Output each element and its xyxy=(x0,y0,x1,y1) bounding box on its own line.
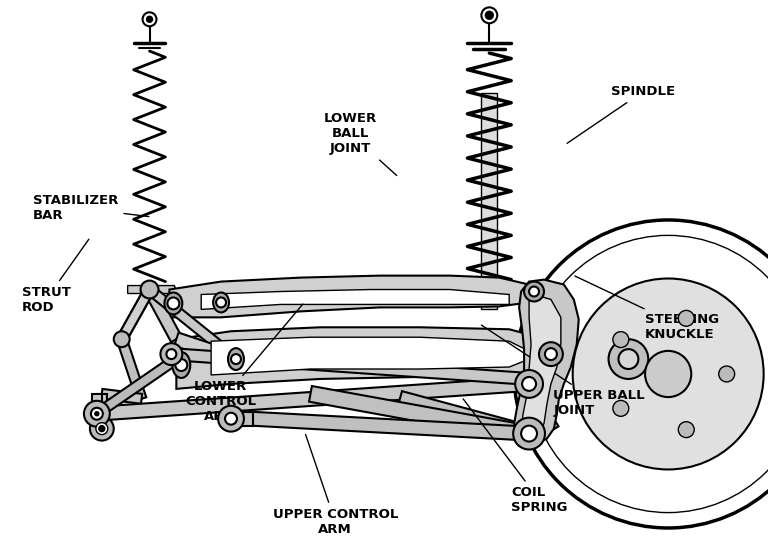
Circle shape xyxy=(218,406,244,432)
Polygon shape xyxy=(144,287,182,342)
Ellipse shape xyxy=(228,348,244,370)
Circle shape xyxy=(529,287,539,296)
Circle shape xyxy=(114,331,129,347)
Polygon shape xyxy=(176,328,554,389)
Polygon shape xyxy=(481,93,497,310)
Polygon shape xyxy=(128,286,177,294)
Circle shape xyxy=(481,7,497,23)
Text: STABILIZER
BAR: STABILIZER BAR xyxy=(33,193,149,222)
Circle shape xyxy=(613,332,629,348)
Polygon shape xyxy=(250,411,530,440)
Circle shape xyxy=(524,282,544,301)
Circle shape xyxy=(718,366,735,382)
Circle shape xyxy=(618,349,638,369)
Circle shape xyxy=(539,342,563,366)
Polygon shape xyxy=(521,294,561,435)
Circle shape xyxy=(216,298,226,307)
Circle shape xyxy=(513,417,545,450)
Circle shape xyxy=(176,359,187,371)
Text: STRUT
ROD: STRUT ROD xyxy=(22,239,89,314)
Polygon shape xyxy=(201,289,509,310)
Polygon shape xyxy=(174,332,238,366)
Circle shape xyxy=(90,417,114,440)
Polygon shape xyxy=(96,377,530,421)
Circle shape xyxy=(530,235,770,513)
Circle shape xyxy=(521,426,537,441)
Circle shape xyxy=(95,411,99,416)
Circle shape xyxy=(613,401,629,416)
Polygon shape xyxy=(92,394,102,419)
Circle shape xyxy=(573,278,764,469)
Polygon shape xyxy=(117,338,146,401)
Circle shape xyxy=(645,351,691,397)
Circle shape xyxy=(160,343,182,365)
Circle shape xyxy=(96,423,108,434)
Circle shape xyxy=(99,426,105,432)
Circle shape xyxy=(608,339,648,379)
Text: LOWER
CONTROL
ARM: LOWER CONTROL ARM xyxy=(185,304,303,423)
Circle shape xyxy=(141,281,159,299)
Polygon shape xyxy=(101,389,142,404)
Text: UPPER BALL
JOINT: UPPER BALL JOINT xyxy=(481,325,645,416)
Circle shape xyxy=(485,11,494,19)
Circle shape xyxy=(84,401,110,427)
Polygon shape xyxy=(460,284,529,294)
Circle shape xyxy=(515,370,543,398)
Polygon shape xyxy=(524,411,558,441)
Polygon shape xyxy=(554,349,638,369)
Text: SPINDLE: SPINDLE xyxy=(567,86,675,143)
Polygon shape xyxy=(514,280,579,444)
Circle shape xyxy=(231,354,241,364)
Polygon shape xyxy=(117,287,154,342)
Polygon shape xyxy=(146,286,239,363)
Circle shape xyxy=(146,16,152,22)
Ellipse shape xyxy=(165,293,182,314)
Polygon shape xyxy=(97,394,107,428)
Polygon shape xyxy=(398,391,531,441)
Circle shape xyxy=(545,348,557,360)
Polygon shape xyxy=(211,337,529,375)
Ellipse shape xyxy=(172,352,190,378)
Text: UPPER CONTROL
ARM: UPPER CONTROL ARM xyxy=(273,434,398,536)
Circle shape xyxy=(91,408,103,420)
Polygon shape xyxy=(169,276,539,317)
Polygon shape xyxy=(554,341,638,377)
Ellipse shape xyxy=(213,293,229,312)
Text: LOWER
BALL
JOINT: LOWER BALL JOINT xyxy=(324,112,397,175)
Polygon shape xyxy=(309,386,531,441)
Circle shape xyxy=(678,310,695,326)
Text: STEERING
KNUCKLE: STEERING KNUCKLE xyxy=(575,276,719,341)
Circle shape xyxy=(514,220,770,528)
Polygon shape xyxy=(117,287,154,342)
Circle shape xyxy=(166,349,176,359)
Polygon shape xyxy=(94,355,179,418)
Polygon shape xyxy=(231,411,253,426)
Polygon shape xyxy=(527,287,554,314)
Circle shape xyxy=(678,422,695,438)
Circle shape xyxy=(225,413,237,425)
Polygon shape xyxy=(171,348,530,385)
Circle shape xyxy=(167,298,179,310)
Circle shape xyxy=(522,377,536,391)
Text: COIL
SPRING: COIL SPRING xyxy=(464,399,567,514)
Circle shape xyxy=(142,13,156,26)
